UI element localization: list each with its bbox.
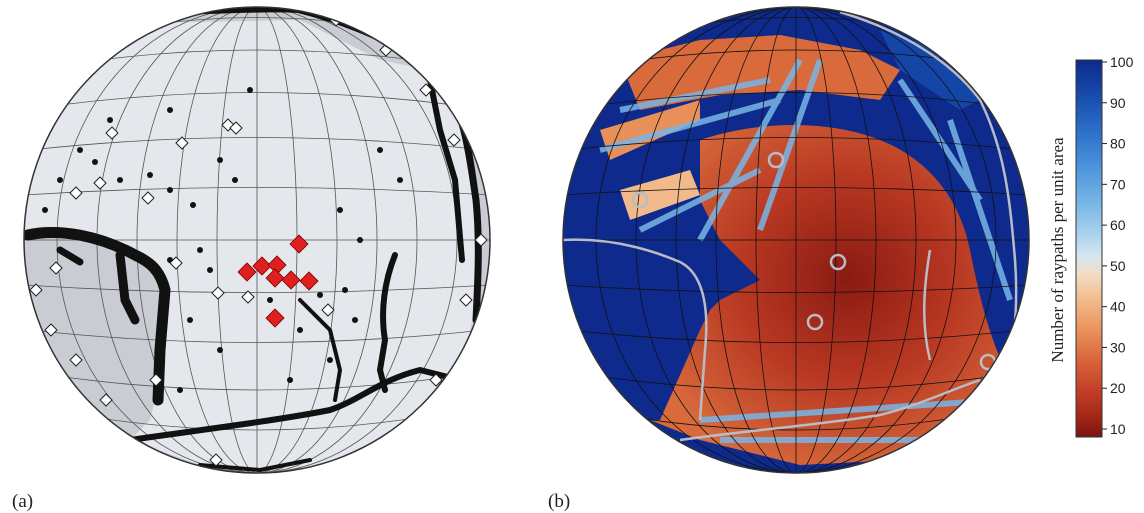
colorbar-ticks: 100 90 80 70 60 50 40 30 20 10 [1102,54,1134,437]
target-cluster [237,234,319,328]
colorbar: 100 90 80 70 60 50 40 30 20 10 Number of raypaths… [1048,54,1134,438]
globe-b-rim [562,6,1030,474]
colorbar-tick-label: 40 [1110,299,1126,315]
colorbar-tick-label: 70 [1110,176,1126,192]
landmass-north [120,7,430,70]
colorbar-tick-label: 20 [1110,380,1126,396]
colorbar-tick-label: 80 [1110,136,1126,152]
colorbar-tick-label: 90 [1110,95,1126,111]
coverage-low-northeast [880,30,980,110]
globe-a-rim [23,6,491,474]
globe-b [562,6,1030,474]
coverage-high-region [650,125,1010,465]
graticule-a [24,7,490,473]
colorbar-tick-label: 50 [1110,258,1126,274]
panel-label-a: (a) [12,491,33,512]
colorbar-tick-label: 100 [1110,54,1134,70]
seismic-events [42,87,403,393]
colorbar-tick-label: 60 [1110,217,1126,233]
colorbar-tick-label: 10 [1110,421,1126,437]
panel-label-b: (b) [548,491,570,512]
colorbar-title: Number of raypaths per unit area [1048,137,1067,363]
plate-boundaries-b [563,10,1018,442]
colorbar-tick-label: 30 [1110,339,1126,355]
coverage-north-band [620,35,900,110]
colorbar-scale [1075,59,1103,438]
globe-a [23,6,491,474]
